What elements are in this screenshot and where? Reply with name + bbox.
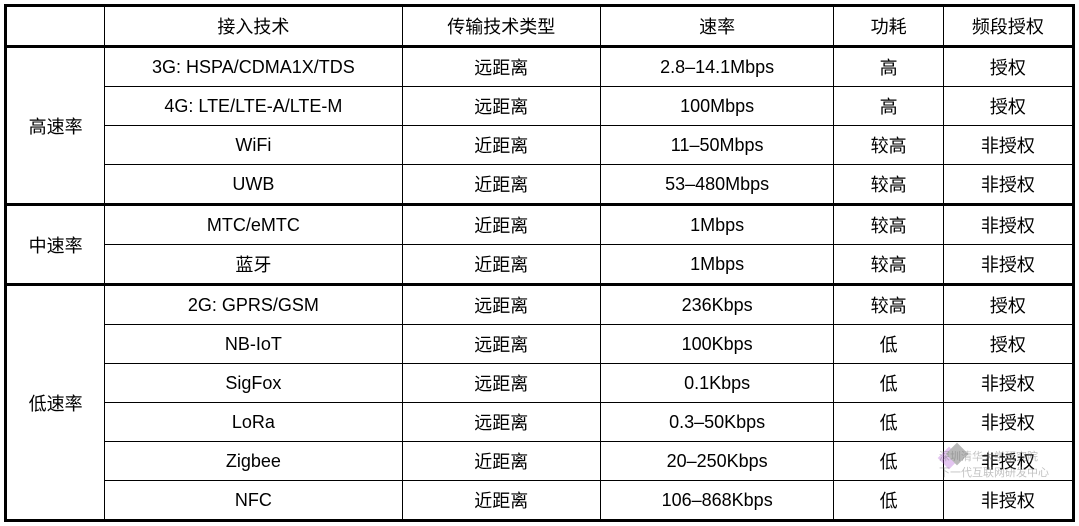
cell-license: 授权	[943, 325, 1073, 364]
table-row: WiFi 近距离 11–50Mbps 较高 非授权	[6, 126, 1074, 165]
cell-type: 近距离	[402, 205, 600, 245]
cell-tech: NFC	[105, 481, 402, 521]
table-row: 中速率 MTC/eMTC 近距离 1Mbps 较高 非授权	[6, 205, 1074, 245]
cell-power: 高	[834, 87, 943, 126]
cell-speed: 1Mbps	[600, 205, 833, 245]
table-row: 高速率 3G: HSPA/CDMA1X/TDS 远距离 2.8–14.1Mbps…	[6, 47, 1074, 87]
cell-power: 较高	[834, 165, 943, 205]
cell-type: 远距离	[402, 364, 600, 403]
cell-license: 非授权	[943, 364, 1073, 403]
cell-speed: 100Mbps	[600, 87, 833, 126]
cell-license: 非授权	[943, 205, 1073, 245]
group-label-low: 低速率	[6, 285, 105, 521]
table-row: UWB 近距离 53–480Mbps 较高 非授权	[6, 165, 1074, 205]
header-tech: 接入技术	[105, 6, 402, 47]
cell-license: 授权	[943, 87, 1073, 126]
cell-license: 非授权	[943, 481, 1073, 521]
header-category	[6, 6, 105, 47]
cell-speed: 20–250Kbps	[600, 442, 833, 481]
cell-license: 授权	[943, 47, 1073, 87]
table-row: SigFox 远距离 0.1Kbps 低 非授权	[6, 364, 1074, 403]
cell-speed: 53–480Mbps	[600, 165, 833, 205]
cell-power: 较高	[834, 285, 943, 325]
table-row: 蓝牙 近距离 1Mbps 较高 非授权	[6, 245, 1074, 285]
cell-tech: 蓝牙	[105, 245, 402, 285]
cell-type: 近距离	[402, 126, 600, 165]
cell-tech: 4G: LTE/LTE-A/LTE-M	[105, 87, 402, 126]
cell-speed: 1Mbps	[600, 245, 833, 285]
cell-speed: 0.3–50Kbps	[600, 403, 833, 442]
header-type: 传输技术类型	[402, 6, 600, 47]
header-speed: 速率	[600, 6, 833, 47]
cell-speed: 106–868Kbps	[600, 481, 833, 521]
cell-speed: 236Kbps	[600, 285, 833, 325]
cell-tech: 2G: GPRS/GSM	[105, 285, 402, 325]
group-label-high: 高速率	[6, 47, 105, 205]
table-row: 低速率 2G: GPRS/GSM 远距离 236Kbps 较高 授权	[6, 285, 1074, 325]
table-row: NB-IoT 远距离 100Kbps 低 授权	[6, 325, 1074, 364]
group-label-mid: 中速率	[6, 205, 105, 285]
cell-type: 远距离	[402, 403, 600, 442]
cell-license: 非授权	[943, 442, 1073, 481]
cell-tech: WiFi	[105, 126, 402, 165]
cell-type: 近距离	[402, 165, 600, 205]
cell-type: 远距离	[402, 47, 600, 87]
cell-power: 低	[834, 481, 943, 521]
table-row: Zigbee 近距离 20–250Kbps 低 非授权	[6, 442, 1074, 481]
cell-speed: 2.8–14.1Mbps	[600, 47, 833, 87]
cell-tech: LoRa	[105, 403, 402, 442]
cell-tech: UWB	[105, 165, 402, 205]
table-row: 4G: LTE/LTE-A/LTE-M 远距离 100Mbps 高 授权	[6, 87, 1074, 126]
cell-license: 授权	[943, 285, 1073, 325]
cell-type: 近距离	[402, 245, 600, 285]
cell-type: 远距离	[402, 87, 600, 126]
cell-power: 低	[834, 442, 943, 481]
cell-power: 高	[834, 47, 943, 87]
wireless-tech-table: 接入技术 传输技术类型 速率 功耗 频段授权 高速率 3G: HSPA/CDMA…	[4, 4, 1075, 522]
cell-type: 近距离	[402, 481, 600, 521]
cell-speed: 11–50Mbps	[600, 126, 833, 165]
cell-license: 非授权	[943, 245, 1073, 285]
cell-power: 较高	[834, 126, 943, 165]
cell-type: 远距离	[402, 285, 600, 325]
cell-license: 非授权	[943, 403, 1073, 442]
cell-tech: SigFox	[105, 364, 402, 403]
cell-license: 非授权	[943, 126, 1073, 165]
cell-tech: NB-IoT	[105, 325, 402, 364]
cell-power: 较高	[834, 245, 943, 285]
header-power: 功耗	[834, 6, 943, 47]
cell-tech: MTC/eMTC	[105, 205, 402, 245]
header-license: 频段授权	[943, 6, 1073, 47]
cell-speed: 100Kbps	[600, 325, 833, 364]
table-row: NFC 近距离 106–868Kbps 低 非授权	[6, 481, 1074, 521]
cell-speed: 0.1Kbps	[600, 364, 833, 403]
cell-license: 非授权	[943, 165, 1073, 205]
cell-type: 近距离	[402, 442, 600, 481]
table-header-row: 接入技术 传输技术类型 速率 功耗 频段授权	[6, 6, 1074, 47]
cell-type: 远距离	[402, 325, 600, 364]
cell-power: 较高	[834, 205, 943, 245]
cell-power: 低	[834, 403, 943, 442]
cell-power: 低	[834, 325, 943, 364]
cell-power: 低	[834, 364, 943, 403]
table-body: 高速率 3G: HSPA/CDMA1X/TDS 远距离 2.8–14.1Mbps…	[6, 47, 1074, 521]
table-row: LoRa 远距离 0.3–50Kbps 低 非授权	[6, 403, 1074, 442]
cell-tech: Zigbee	[105, 442, 402, 481]
cell-tech: 3G: HSPA/CDMA1X/TDS	[105, 47, 402, 87]
